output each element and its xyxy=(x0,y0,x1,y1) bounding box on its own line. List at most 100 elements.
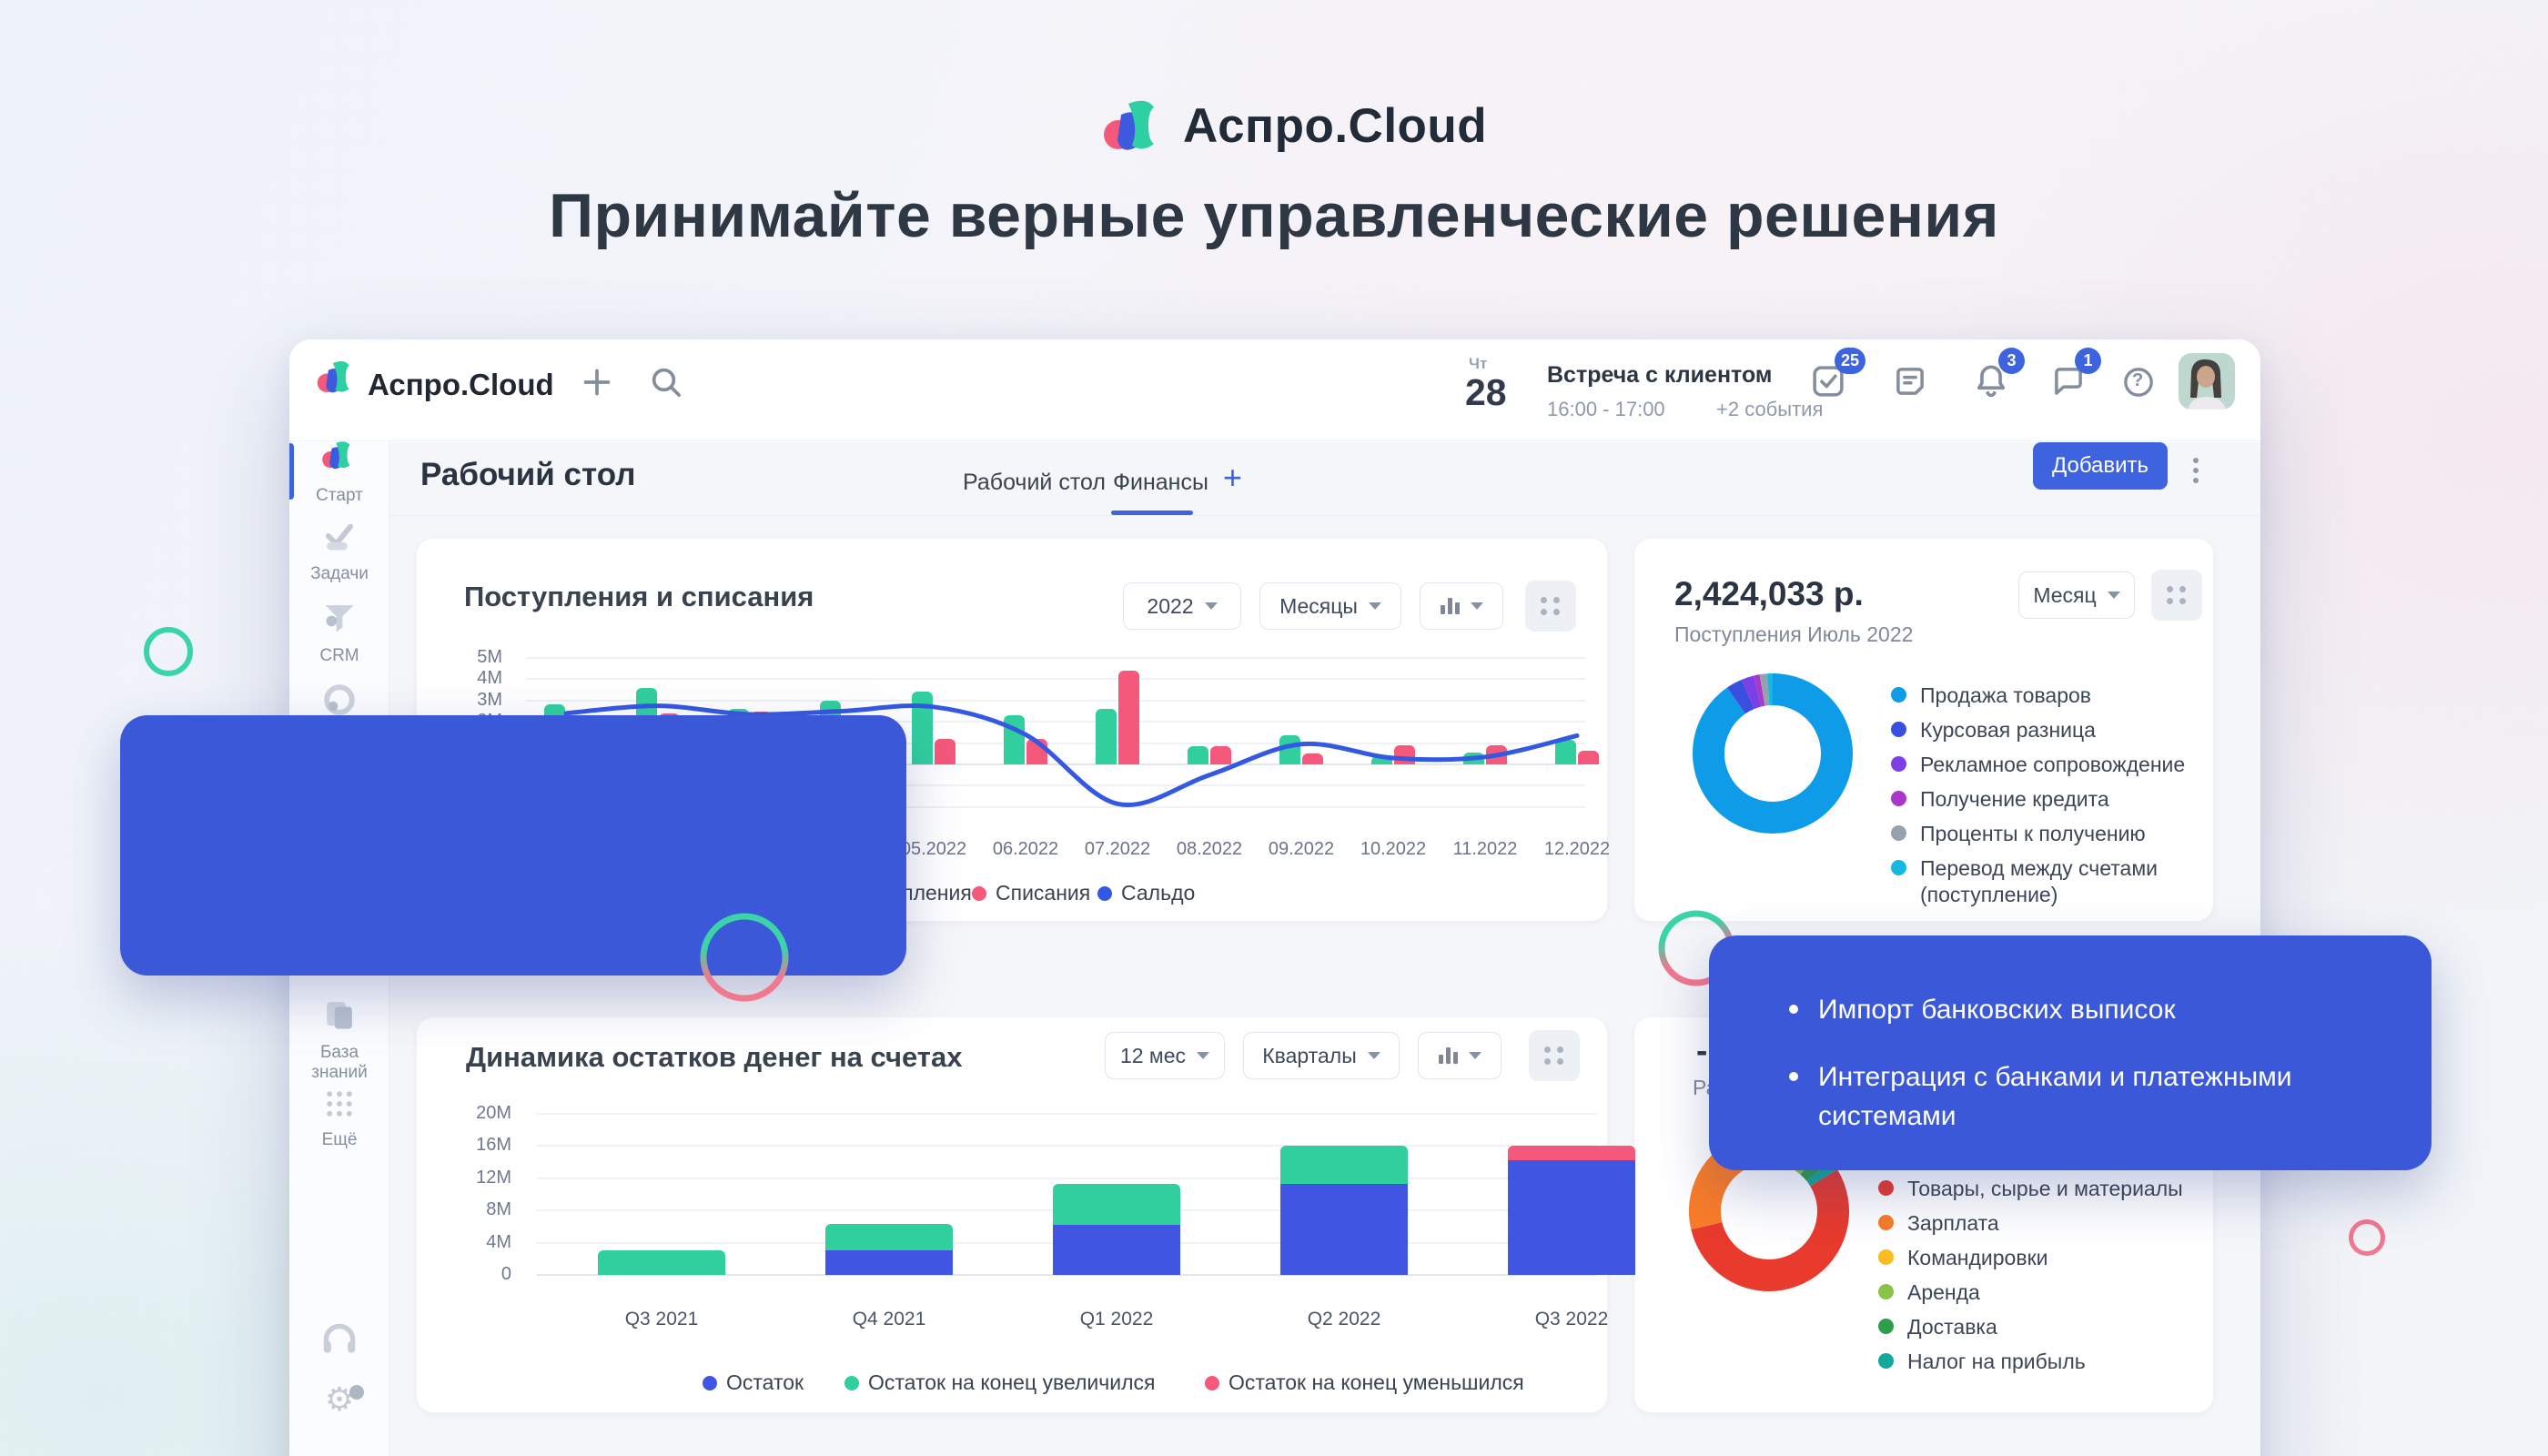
x-axis-tick: Q3 2021 xyxy=(624,1309,699,1330)
incomes-legend: Продажа товаров Курсовая разница Рекламное… xyxy=(1891,682,2209,916)
sidebar-item-tasks[interactable]: Задачи xyxy=(289,519,389,584)
callout-right-item: Интеграция с банками и платежными систем… xyxy=(1789,1057,2353,1136)
y-axis-tick: 12M xyxy=(476,1167,511,1188)
flows-year-value: 2022 xyxy=(1147,593,1194,618)
legend-label: Продажа товаров xyxy=(1920,683,2092,707)
balances-period-select[interactable]: Кварталы xyxy=(1243,1032,1400,1079)
decor-ring-teal xyxy=(144,627,193,676)
callout-right-item: Импорт банковских выписок xyxy=(1789,990,2176,1029)
sidebar-item-label: Ещё xyxy=(321,1130,358,1149)
balances-range-select[interactable]: 12 мес xyxy=(1105,1032,1225,1079)
bar-segment xyxy=(1508,1160,1635,1275)
y-axis-tick: 8M xyxy=(486,1199,511,1220)
sidebar-item-more[interactable]: Ещё xyxy=(289,1088,389,1150)
balances-chart-type-select[interactable] xyxy=(1418,1032,1502,1079)
x-axis-tick: 11.2022 xyxy=(1452,839,1518,859)
flows-period-value: Месяцы xyxy=(1279,593,1358,618)
legend-dot xyxy=(1891,756,1906,772)
x-axis-tick: 06.2022 xyxy=(992,839,1059,859)
flows-legend-saldo: Сальдо xyxy=(1121,881,1196,905)
sidebar-item-label: Задачи xyxy=(310,564,369,583)
tab-finance[interactable]: Финансы xyxy=(1113,470,1208,495)
gridline xyxy=(526,742,1585,744)
tab-dashboard[interactable]: Рабочий стол xyxy=(963,470,1106,495)
flows-legend-dot-saldo xyxy=(1097,886,1112,901)
legend-item: Продажа товаров xyxy=(1891,682,2209,709)
search-icon[interactable] xyxy=(648,364,684,405)
sidebar-item-crm[interactable]: CRM xyxy=(289,601,389,666)
stacked-bar xyxy=(598,1250,725,1275)
add-button[interactable]: Добавить xyxy=(2033,442,2168,490)
gridline xyxy=(526,721,1585,723)
kebab-menu-icon[interactable] xyxy=(2193,453,2199,488)
bar-income xyxy=(1188,746,1208,764)
legend-label: Рекламное сопровождение xyxy=(1920,753,2186,776)
incomes-donut-chart xyxy=(1693,673,1853,834)
notifications-bell-icon[interactable] xyxy=(1971,360,2011,405)
bar-expense xyxy=(1302,753,1323,764)
flows-year-select[interactable]: 2022 xyxy=(1123,582,1241,630)
balances-legend-dot-down xyxy=(1205,1376,1219,1390)
gridline xyxy=(537,1145,1596,1148)
calendar-day-number[interactable]: 28 xyxy=(1465,371,1507,413)
event-title[interactable]: Встреча с клиентом xyxy=(1547,362,1773,388)
bar-expense xyxy=(935,738,956,764)
balances-legend-up: Остаток на конец увеличился xyxy=(868,1370,1156,1394)
help-glyph: ? xyxy=(2132,370,2144,390)
decor-ring-gradient-large xyxy=(700,913,789,1002)
notes-icon[interactable] xyxy=(1891,362,1929,405)
event-time: 16:00 - 17:00 xyxy=(1547,398,1665,420)
event-more-link[interactable]: +2 события xyxy=(1716,398,1824,420)
flows-period-select[interactable]: Месяцы xyxy=(1259,582,1401,630)
legend-item: Командировки xyxy=(1878,1245,2197,1271)
gridline xyxy=(526,784,1585,787)
balances-legend-dot-rest xyxy=(703,1376,717,1390)
headset-icon xyxy=(323,1323,356,1353)
incomes-period-select[interactable]: Месяц xyxy=(2018,571,2135,619)
sidebar-item-knowledge-base[interactable]: База знаний xyxy=(289,997,389,1083)
bar-segment xyxy=(825,1224,953,1251)
sidebar-item-start[interactable]: Старт xyxy=(289,439,389,506)
x-axis-tick: 09.2022 xyxy=(1268,839,1335,859)
gridline xyxy=(526,657,1585,659)
balances-legend-rest: Остаток xyxy=(726,1370,804,1394)
tasks-icon[interactable] xyxy=(1809,362,1847,405)
bar-income xyxy=(1096,709,1117,764)
bar-expense xyxy=(1578,750,1599,764)
bar-income xyxy=(1555,740,1576,764)
balances-drag-handle[interactable] xyxy=(1529,1030,1580,1081)
legend-dot xyxy=(1891,722,1906,737)
legend-dot xyxy=(1878,1284,1894,1299)
flows-drag-handle[interactable] xyxy=(1525,581,1576,632)
x-axis-tick: 10.2022 xyxy=(1360,839,1427,859)
bar-segment xyxy=(825,1250,953,1275)
sidebar-item-finance[interactable] xyxy=(289,682,389,723)
add-tab-plus-icon[interactable]: + xyxy=(1223,459,1243,496)
x-axis-tick: 08.2022 xyxy=(1176,839,1243,859)
bar-expense xyxy=(1118,671,1139,764)
help-icon[interactable]: ? xyxy=(2120,364,2157,405)
incomes-drag-handle[interactable] xyxy=(2151,570,2202,621)
flows-chart-type-select[interactable] xyxy=(1420,582,1503,630)
legend-item: Аренда xyxy=(1878,1279,2197,1306)
legend-dot xyxy=(1878,1353,1894,1369)
notifications-badge: 3 xyxy=(1998,348,2025,374)
x-axis-tick: Q2 2022 xyxy=(1307,1309,1381,1330)
calendar-day-abbr: Чт xyxy=(1469,355,1488,372)
create-plus-icon[interactable] xyxy=(579,364,615,405)
legend-label: Товары, сырье и материалы xyxy=(1907,1177,2183,1200)
legend-dot xyxy=(1891,687,1906,703)
legend-label: Командировки xyxy=(1907,1246,2048,1269)
chevron-down-icon xyxy=(1468,1052,1481,1059)
sidebar-item-settings[interactable]: ⚙ xyxy=(289,1383,389,1416)
callout-right: Импорт банковских выписок Интеграция с б… xyxy=(1709,935,2432,1170)
chevron-down-icon xyxy=(1368,602,1381,610)
x-axis-tick: 12.2022 xyxy=(1543,839,1611,859)
x-axis-tick: Q1 2022 xyxy=(1079,1309,1154,1330)
legend-label: Аренда xyxy=(1907,1280,1980,1304)
legend-dot xyxy=(1891,825,1906,841)
sidebar-item-support[interactable] xyxy=(289,1321,389,1363)
avatar[interactable] xyxy=(2179,353,2235,410)
app-brand-name: Аспро.Cloud xyxy=(368,368,554,401)
balances-legend-dot-up xyxy=(844,1376,859,1390)
